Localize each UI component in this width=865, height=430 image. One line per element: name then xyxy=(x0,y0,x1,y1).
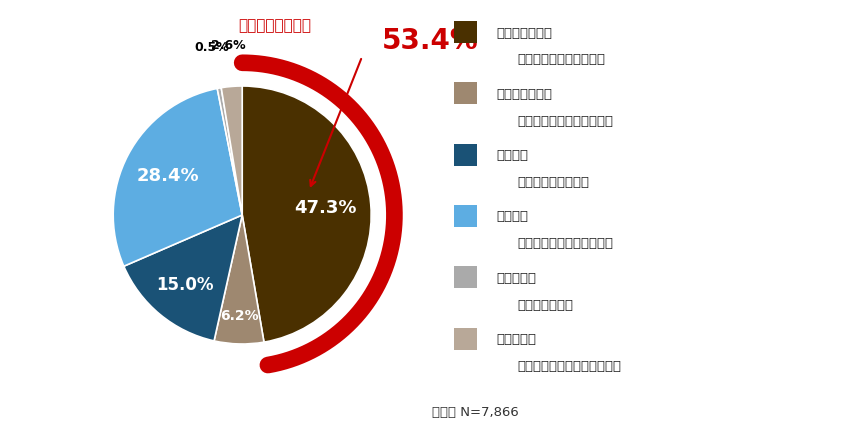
Wedge shape xyxy=(113,89,242,266)
Text: 0.5%: 0.5% xyxy=(195,41,229,54)
Text: 15.0%: 15.0% xyxy=(156,276,214,294)
Text: 転職した: 転職した xyxy=(497,149,529,162)
Text: 53.4%: 53.4% xyxy=(381,27,478,55)
Bar xyxy=(454,144,477,166)
Text: （フリーランス含むその他）: （フリーランス含むその他） xyxy=(517,360,621,373)
Wedge shape xyxy=(214,215,264,344)
Text: 2.6%: 2.6% xyxy=(211,39,246,52)
Wedge shape xyxy=(124,215,242,341)
Text: 移住者 N=7,866: 移住者 N=7,866 xyxy=(432,406,519,419)
Bar xyxy=(454,328,477,350)
Wedge shape xyxy=(242,86,371,342)
Text: 転職していない: 転職していない xyxy=(497,88,552,101)
Text: 転職はしていない: 転職はしていない xyxy=(238,18,311,33)
Wedge shape xyxy=(217,88,242,215)
Text: 28.4%: 28.4% xyxy=(137,167,199,185)
Text: （仕事内容は大きく変化）: （仕事内容は大きく変化） xyxy=(517,115,613,128)
Bar xyxy=(454,21,477,43)
Text: 転職した: 転職した xyxy=(497,210,529,224)
Text: （仕事内容が大きく変化）: （仕事内容が大きく変化） xyxy=(517,237,613,250)
Text: 転職していない: 転職していない xyxy=(497,27,552,40)
Wedge shape xyxy=(221,86,242,215)
Text: 47.3%: 47.3% xyxy=(294,199,357,217)
Text: 6.2%: 6.2% xyxy=(221,309,259,322)
Bar xyxy=(454,83,477,104)
Text: （農林水産業）: （農林水産業） xyxy=(517,299,573,312)
Text: （仕事内容は同様）: （仕事内容は同様） xyxy=(517,176,589,189)
Text: 独立・起業: 独立・起業 xyxy=(497,272,536,285)
Text: （仕事内容は変わらず）: （仕事内容は変わらず） xyxy=(517,53,606,66)
Bar xyxy=(454,267,477,288)
Bar xyxy=(454,205,477,227)
Text: 独立・起業: 独立・起業 xyxy=(497,333,536,346)
